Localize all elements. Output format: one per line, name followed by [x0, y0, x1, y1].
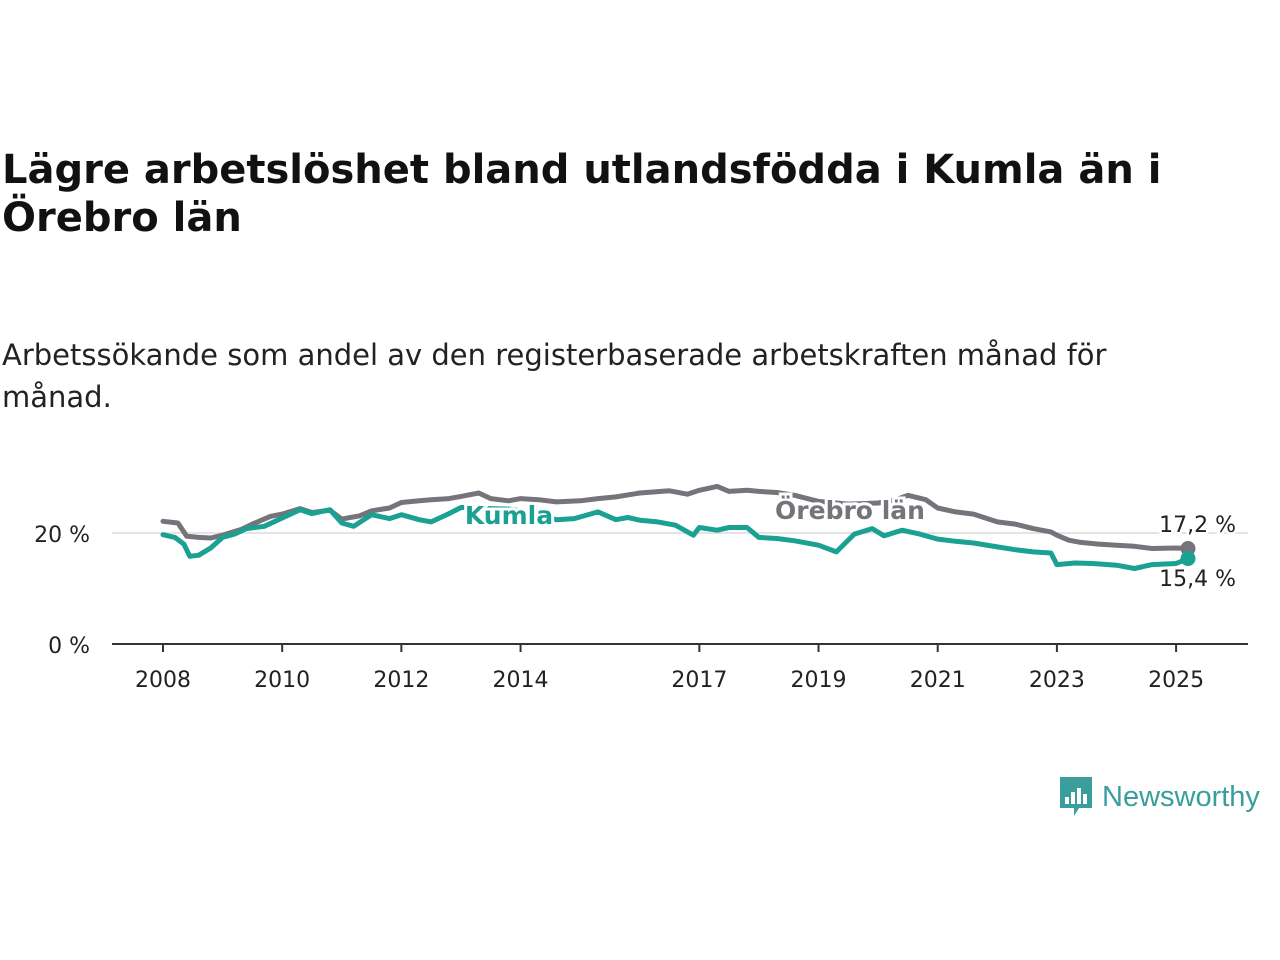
series-label-orebro-lan: Örebro län — [775, 495, 925, 525]
series-end-point — [1180, 551, 1196, 567]
y-axis: 0 % 20 % — [34, 523, 90, 659]
chart-subtitle: Arbetssökande som andel av den registerb… — [2, 338, 1107, 414]
x-axis: 2008 2010 2012 2014 2017 2019 2021 2023 2025 — [112, 643, 1248, 693]
x-tick-label: 2014 — [493, 668, 549, 693]
y-tick-label: 20 % — [34, 523, 90, 548]
series-line-orebro-lan — [160, 483, 1191, 551]
x-tick-label: 2023 — [1029, 668, 1085, 693]
newsworthy-logo-icon — [1060, 777, 1092, 816]
y-tick-label: 0 % — [48, 634, 90, 659]
x-tick-label: 2017 — [671, 668, 727, 693]
x-tick-label: 2025 — [1148, 668, 1204, 693]
label-layer: Örebro län Kumla 17,2 % 15,4 % — [462, 492, 1239, 595]
newsworthy-logo[interactable]: Newsworthy — [1058, 775, 1260, 819]
x-tick-label: 2021 — [910, 668, 966, 693]
x-tick-label: 2012 — [373, 668, 429, 693]
end-value-label-kumla: 15,4 % — [1159, 567, 1236, 592]
series-line-kumla — [160, 505, 1191, 571]
x-tick-label: 2019 — [791, 668, 847, 693]
chart-title: Lägre arbetslöshet bland utlandsfödda i … — [2, 147, 1162, 241]
x-tick-label: 2010 — [254, 668, 310, 693]
series-label-kumla: Kumla — [465, 501, 553, 530]
brand-name: Newsworthy — [1102, 780, 1260, 813]
line-chart: 0 % 20 % 2008 2010 2012 2014 2017 2019 2021 2023… — [34, 483, 1248, 693]
series-layer — [160, 483, 1196, 571]
x-tick-label: 2008 — [135, 668, 191, 693]
end-value-label-orebro-lan: 17,2 % — [1159, 513, 1236, 538]
